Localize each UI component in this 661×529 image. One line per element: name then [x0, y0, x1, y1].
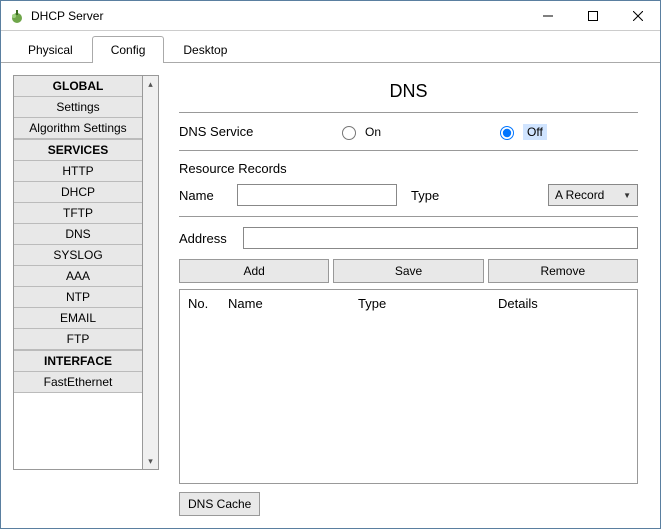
col-no[interactable]: No.: [188, 296, 228, 311]
minimize-button[interactable]: [525, 1, 570, 30]
name-input[interactable]: [237, 184, 397, 206]
col-type[interactable]: Type: [358, 296, 498, 311]
divider: [179, 150, 638, 151]
radio-off-group: Off: [495, 123, 547, 140]
type-label: Type: [411, 188, 439, 203]
action-buttons: Add Save Remove: [179, 259, 638, 283]
col-name[interactable]: Name: [228, 296, 358, 311]
close-button[interactable]: [615, 1, 660, 30]
address-input[interactable]: [243, 227, 638, 249]
divider: [179, 216, 638, 217]
section-header-services: SERVICES: [14, 139, 142, 161]
sidebar-item-http[interactable]: HTTP: [14, 161, 142, 182]
scroll-down-icon[interactable]: ▾: [143, 453, 158, 469]
sidebar-item-syslog[interactable]: SYSLOG: [14, 245, 142, 266]
tab-config[interactable]: Config: [92, 36, 165, 63]
sidebar-item-algorithm-settings[interactable]: Algorithm Settings: [14, 118, 142, 139]
title-bar-left: DHCP Server: [9, 8, 103, 24]
app-icon: [9, 8, 25, 24]
sidebar-item-dns[interactable]: DNS: [14, 224, 142, 245]
sidebar-item-ftp[interactable]: FTP: [14, 329, 142, 350]
window-title: DHCP Server: [31, 9, 103, 23]
remove-button[interactable]: Remove: [488, 259, 638, 283]
window-controls: [525, 1, 660, 30]
tab-physical[interactable]: Physical: [9, 36, 92, 63]
sidebar-container: GLOBAL Settings Algorithm Settings SERVI…: [13, 75, 159, 470]
address-label: Address: [179, 231, 235, 246]
panel-title: DNS: [179, 75, 638, 112]
address-row: Address: [179, 227, 638, 249]
dns-on-radio[interactable]: [342, 126, 356, 140]
sidebar-item-dhcp[interactable]: DHCP: [14, 182, 142, 203]
scroll-up-icon[interactable]: ▴: [143, 76, 158, 92]
dns-panel: DNS DNS Service On Off Resource Records …: [159, 75, 648, 516]
sidebar-item-tftp[interactable]: TFTP: [14, 203, 142, 224]
type-select-value: A Record: [555, 188, 604, 202]
section-header-global: GLOBAL: [14, 76, 142, 97]
type-select[interactable]: A Record: [548, 184, 638, 206]
content-area: GLOBAL Settings Algorithm Settings SERVI…: [1, 63, 660, 528]
name-label: Name: [179, 188, 229, 203]
sidebar-item-settings[interactable]: Settings: [14, 97, 142, 118]
divider: [179, 112, 638, 113]
section-header-interface: INTERFACE: [14, 350, 142, 372]
off-label: Off: [523, 124, 547, 140]
dns-cache-button[interactable]: DNS Cache: [179, 492, 260, 516]
app-window: DHCP Server Physical Config Desktop GLOB…: [0, 0, 661, 529]
sidebar-item-aaa[interactable]: AAA: [14, 266, 142, 287]
tab-desktop[interactable]: Desktop: [164, 36, 246, 63]
sidebar-item-email[interactable]: EMAIL: [14, 308, 142, 329]
dns-service-label: DNS Service: [179, 124, 329, 139]
sidebar-item-ntp[interactable]: NTP: [14, 287, 142, 308]
maximize-button[interactable]: [570, 1, 615, 30]
add-button[interactable]: Add: [179, 259, 329, 283]
col-details[interactable]: Details: [498, 296, 629, 311]
sidebar-item-fastethernet[interactable]: FastEthernet: [14, 372, 142, 393]
resource-records-label: Resource Records: [179, 161, 638, 176]
main-tabs: Physical Config Desktop: [1, 31, 660, 63]
save-button[interactable]: Save: [333, 259, 483, 283]
title-bar: DHCP Server: [1, 1, 660, 31]
on-label: On: [365, 125, 381, 139]
radio-on-group: On: [337, 123, 487, 140]
dns-off-radio[interactable]: [500, 126, 514, 140]
sidebar-scrollbar[interactable]: ▴ ▾: [143, 75, 159, 470]
table-header: No. Name Type Details: [180, 290, 637, 317]
records-table: No. Name Type Details: [179, 289, 638, 484]
name-type-row: Name Type A Record: [179, 184, 638, 206]
dns-service-row: DNS Service On Off: [179, 123, 638, 140]
config-sidebar: GLOBAL Settings Algorithm Settings SERVI…: [13, 75, 143, 470]
